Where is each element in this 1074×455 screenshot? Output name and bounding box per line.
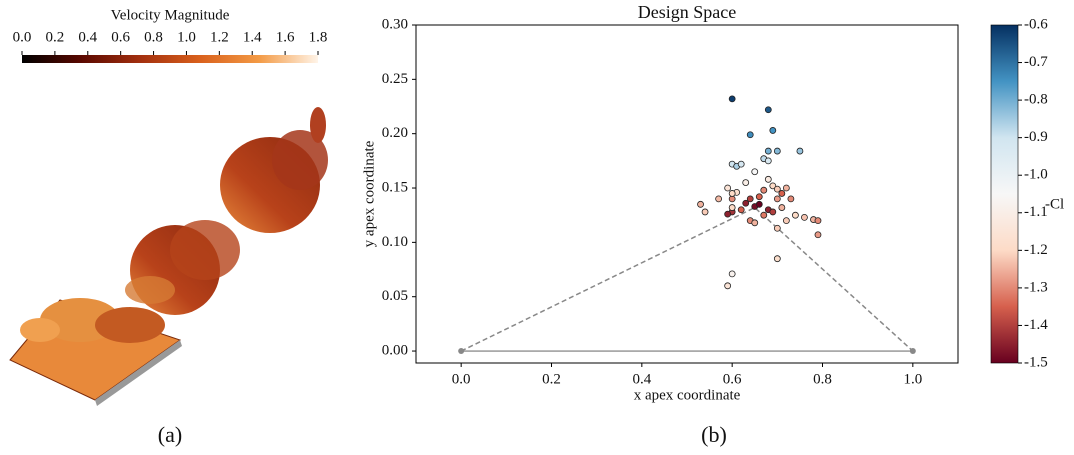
tick-label: 0.2: [46, 29, 65, 45]
flow-render: [9, 107, 328, 406]
y-tick-label: 0.20: [382, 125, 408, 141]
point: [728, 190, 736, 197]
point: [773, 255, 781, 263]
point: [728, 95, 736, 103]
colorbar: [22, 55, 318, 63]
y-tick-label: 0.25: [382, 71, 408, 87]
point: [755, 193, 763, 201]
colorbar-tick-label: -0.8: [1024, 92, 1048, 108]
point: [737, 160, 745, 168]
y-tick-label: 0.30: [382, 16, 408, 32]
point: [782, 184, 790, 192]
tick-label: 1.8: [309, 29, 328, 45]
point: [764, 147, 772, 155]
colorbar-tick-label: -1.5: [1024, 354, 1048, 370]
point: [728, 204, 736, 211]
chart-title: Design Space: [638, 2, 736, 22]
colorbar-title: Velocity Magnitude: [111, 7, 230, 23]
colorbar-tick-label: -0.6: [1024, 16, 1048, 32]
point: [701, 208, 709, 216]
point: [728, 270, 736, 278]
point: [746, 131, 754, 139]
point: [773, 195, 781, 203]
y-axis-label: y apex coordinate: [361, 140, 377, 247]
point: [773, 224, 781, 232]
vertex: [458, 348, 465, 355]
point: [760, 211, 768, 219]
x-tick-label: 0.6: [723, 371, 742, 387]
tick-label: 1.0: [177, 29, 196, 45]
point: [760, 186, 768, 194]
tick-label: 0.4: [78, 29, 97, 45]
colorbar-label: -Cl: [1045, 196, 1064, 212]
colorbar-tick-label: -1.2: [1024, 242, 1048, 258]
point: [764, 157, 772, 165]
colorbar-tick-label: -1.4: [1024, 317, 1048, 333]
caption: (b): [701, 422, 727, 447]
colorbar: [990, 24, 1019, 364]
point: [737, 206, 745, 214]
airfoil-edge: [460, 206, 914, 352]
tick-label: 0.0: [13, 29, 32, 45]
point: [801, 213, 808, 221]
x-tick-label: 0.4: [632, 371, 651, 387]
point: [769, 127, 777, 134]
point: [792, 211, 799, 219]
point: [773, 185, 781, 193]
tick-label: 0.8: [144, 29, 163, 45]
point: [715, 195, 723, 203]
point: [796, 147, 804, 155]
colorbar-tick-label: -0.9: [1024, 129, 1048, 145]
colorbar-tick-label: -1.3: [1024, 279, 1048, 295]
point: [755, 200, 763, 208]
vertex: [909, 348, 916, 355]
point: [814, 217, 822, 225]
tick-label: 1.4: [243, 29, 262, 45]
colorbar-tick-label: -1.0: [1024, 167, 1048, 183]
point: [778, 190, 786, 197]
point: [814, 231, 822, 239]
x-tick-label: 1.0: [903, 371, 922, 387]
point: [724, 210, 732, 218]
point: [724, 282, 732, 290]
point: [724, 184, 732, 192]
point: [778, 204, 786, 211]
point: [764, 175, 772, 183]
x-axis-label: x apex coordinate: [634, 387, 741, 403]
point: [742, 179, 750, 186]
y-tick-label: 0.15: [382, 179, 408, 195]
point: [769, 182, 777, 190]
tick-label: 1.6: [276, 29, 295, 45]
tick-label: 1.2: [210, 29, 229, 45]
point: [742, 199, 750, 207]
point: [764, 106, 772, 114]
point: [769, 208, 777, 216]
colorbar-tick-label: -1.1: [1024, 204, 1048, 220]
point: [782, 217, 790, 225]
caption: (a): [158, 422, 182, 447]
point: [773, 147, 781, 155]
x-tick-label: 0.0: [452, 371, 471, 387]
point: [787, 195, 795, 203]
colorbar-tick-label: -0.7: [1024, 54, 1048, 70]
point: [751, 219, 759, 227]
x-tick-label: 0.2: [542, 371, 561, 387]
y-tick-label: 0.10: [382, 234, 408, 250]
y-tick-label: 0.00: [382, 342, 408, 358]
y-tick-label: 0.05: [382, 288, 408, 304]
point: [697, 200, 704, 208]
x-tick-label: 0.8: [813, 371, 832, 387]
point: [751, 168, 759, 176]
tick-label: 0.6: [111, 29, 130, 45]
plot-area: [415, 24, 959, 364]
point: [746, 195, 754, 203]
